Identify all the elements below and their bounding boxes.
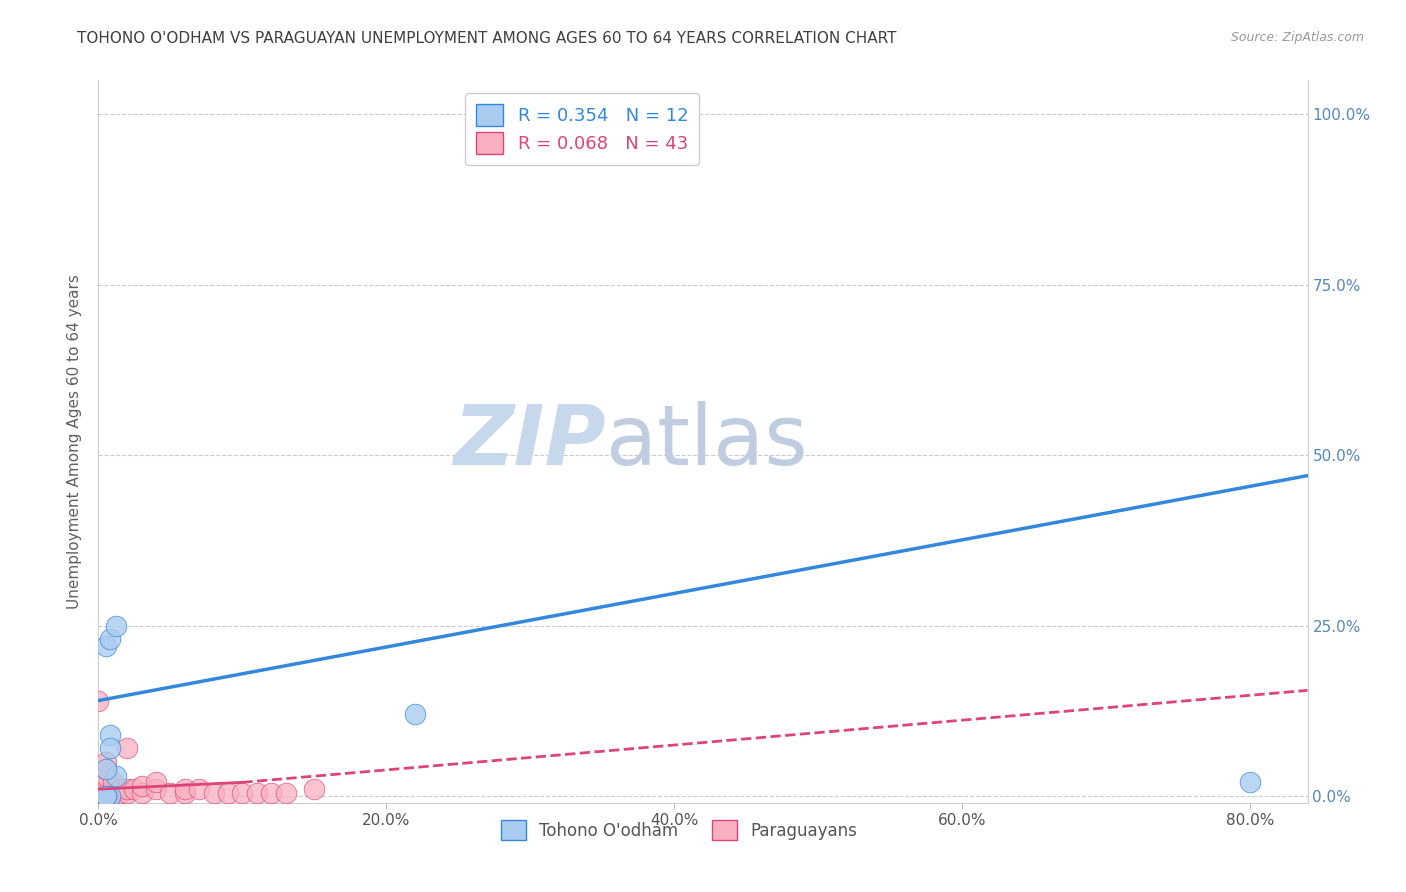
Point [108, 786, 131, 800]
Point [87, 789, 110, 803]
Point [188, 782, 211, 797]
Point [94, 789, 117, 803]
Point [145, 782, 167, 797]
Point [101, 782, 124, 797]
Point [94, 755, 117, 769]
Point [94, 779, 117, 793]
Point [98, 789, 121, 803]
Point [404, 707, 426, 722]
Point [159, 786, 181, 800]
Point [1239, 775, 1261, 789]
Point [124, 782, 146, 797]
Point [202, 786, 225, 800]
Point [115, 786, 138, 800]
Text: TOHONO O'ODHAM VS PARAGUAYAN UNEMPLOYMENT AMONG AGES 60 TO 64 YEARS CORRELATION : TOHONO O'ODHAM VS PARAGUAYAN UNEMPLOYMEN… [77, 31, 897, 46]
Point [173, 786, 195, 800]
Point [94, 768, 117, 782]
Point [98, 632, 121, 647]
Point [173, 782, 195, 797]
Point [231, 786, 253, 800]
Point [108, 782, 131, 797]
Point [87, 789, 110, 803]
Y-axis label: Unemployment Among Ages 60 to 64 years: Unemployment Among Ages 60 to 64 years [67, 274, 83, 609]
Point [98, 741, 121, 756]
Point [101, 786, 124, 800]
Point [131, 786, 153, 800]
Point [131, 779, 153, 793]
Point [94, 772, 117, 786]
Point [94, 782, 117, 797]
Point [101, 775, 124, 789]
Point [115, 741, 138, 756]
Point [217, 786, 239, 800]
Point [87, 789, 110, 803]
Point [246, 786, 269, 800]
Point [260, 786, 283, 800]
Point [104, 768, 127, 782]
Point [94, 789, 117, 803]
Point [94, 762, 117, 776]
Point [145, 775, 167, 789]
Point [87, 786, 110, 800]
Point [94, 639, 117, 653]
Point [87, 789, 110, 803]
Point [87, 789, 110, 803]
Text: atlas: atlas [606, 401, 808, 482]
Point [94, 789, 117, 803]
Point [274, 786, 297, 800]
Point [87, 693, 110, 707]
Legend: Tohono O'odham, Paraguayans: Tohono O'odham, Paraguayans [492, 812, 865, 848]
Point [94, 786, 117, 800]
Point [94, 789, 117, 803]
Point [104, 618, 127, 632]
Text: Source: ZipAtlas.com: Source: ZipAtlas.com [1230, 31, 1364, 45]
Text: ZIP: ZIP [454, 401, 606, 482]
Point [94, 789, 117, 803]
Point [304, 782, 326, 797]
Point [87, 789, 110, 803]
Point [115, 782, 138, 797]
Point [94, 775, 117, 789]
Point [98, 728, 121, 742]
Point [94, 762, 117, 776]
